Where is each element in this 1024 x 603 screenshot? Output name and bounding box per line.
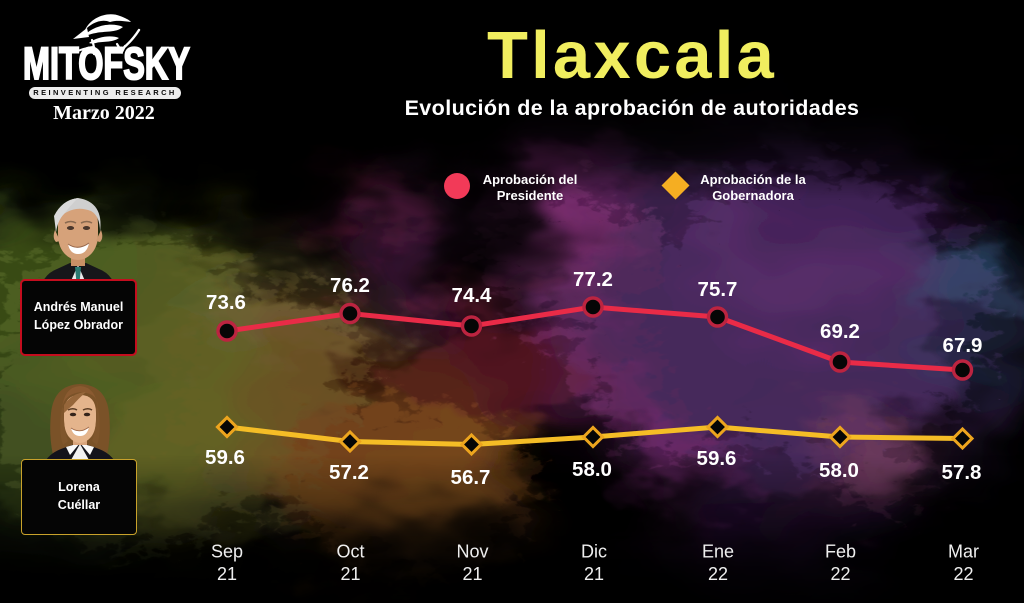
svg-text:57.2: 57.2: [329, 461, 369, 484]
svg-text:Dic: Dic: [581, 542, 607, 562]
svg-text:73.6: 73.6: [206, 291, 246, 314]
svg-text:67.9: 67.9: [943, 334, 983, 357]
svg-text:59.6: 59.6: [205, 446, 245, 469]
svg-text:74.4: 74.4: [452, 284, 492, 307]
svg-text:21: 21: [217, 564, 237, 584]
svg-text:76.2: 76.2: [330, 274, 370, 297]
svg-text:77.2: 77.2: [573, 268, 613, 291]
svg-text:Mar: Mar: [948, 542, 979, 562]
svg-text:69.2: 69.2: [820, 320, 860, 343]
svg-text:56.7: 56.7: [451, 466, 491, 489]
svg-text:22: 22: [953, 564, 973, 584]
svg-text:58.0: 58.0: [819, 459, 859, 482]
svg-text:Ene: Ene: [702, 542, 734, 562]
svg-text:Nov: Nov: [456, 542, 488, 562]
svg-text:21: 21: [462, 564, 482, 584]
svg-text:22: 22: [830, 564, 850, 584]
svg-text:Feb: Feb: [825, 542, 856, 562]
svg-text:Sep: Sep: [211, 542, 243, 562]
svg-text:58.0: 58.0: [572, 458, 612, 481]
svg-text:59.6: 59.6: [697, 447, 737, 470]
svg-text:21: 21: [340, 564, 360, 584]
svg-text:75.7: 75.7: [698, 278, 738, 301]
svg-text:22: 22: [708, 564, 728, 584]
svg-text:57.8: 57.8: [942, 461, 982, 484]
svg-text:Oct: Oct: [336, 542, 364, 562]
svg-text:21: 21: [584, 564, 604, 584]
